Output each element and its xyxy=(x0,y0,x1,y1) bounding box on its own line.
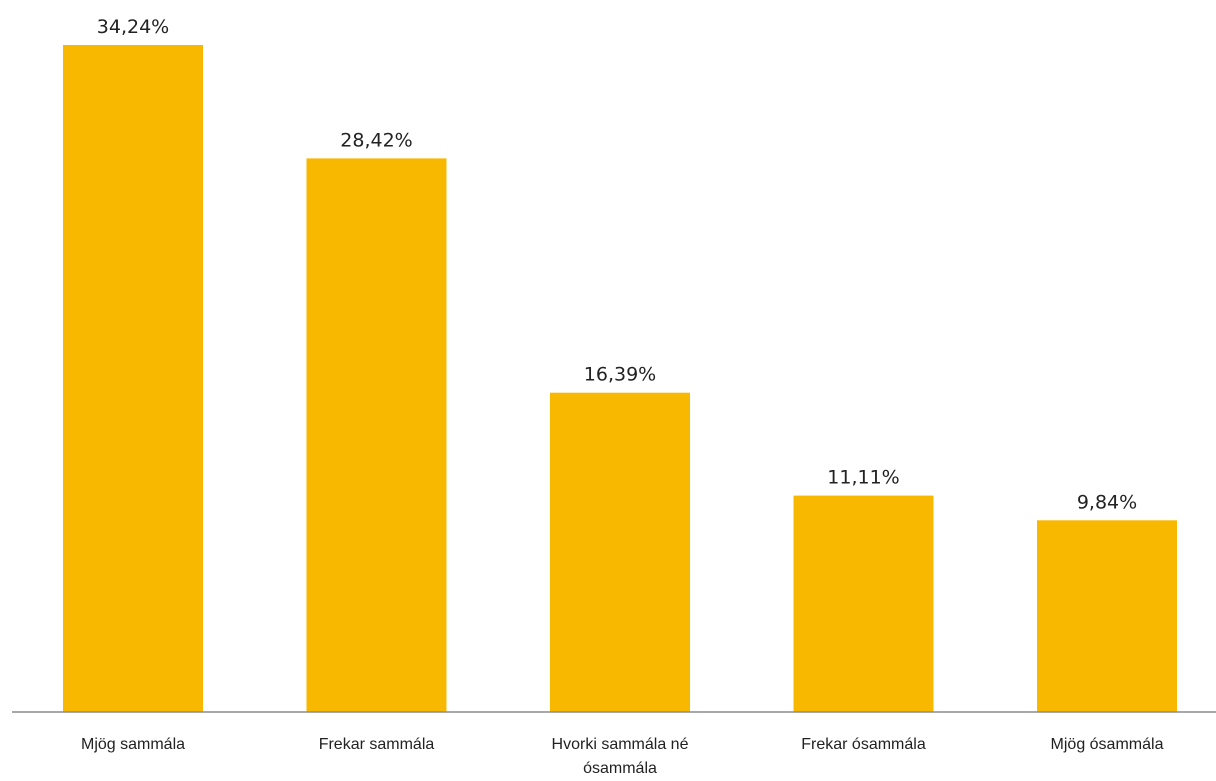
bar-1 xyxy=(63,45,203,712)
category-label-line: Frekar sammála xyxy=(319,736,435,753)
category-label-5: Mjög ósammála xyxy=(1051,736,1164,753)
category-label-line: Frekar ósammála xyxy=(801,736,926,753)
bar-value-label-5: 9,84% xyxy=(1077,491,1137,513)
category-label-3: Hvorki sammála né ósammála xyxy=(552,736,689,777)
category-label-2: Frekar sammála xyxy=(319,736,435,753)
category-label-line: Hvorki sammála né xyxy=(552,736,689,753)
bar-2 xyxy=(306,158,447,712)
category-label-line: Mjög sammála xyxy=(81,736,185,753)
bar-value-label-2: 28,42% xyxy=(340,129,412,151)
bar-3 xyxy=(550,392,690,712)
category-label-4: Frekar ósammála xyxy=(801,736,926,753)
bar-value-label-1: 34,24% xyxy=(97,16,169,38)
bar-5 xyxy=(1037,520,1177,712)
bar-4 xyxy=(793,495,934,712)
bar-value-label-3: 16,39% xyxy=(584,364,656,386)
value-labels-layer: 34,24% 28,42% 16,39% 11,11% 9,84% xyxy=(97,16,1137,513)
category-label-line: ósammála xyxy=(583,760,657,777)
bars-layer xyxy=(63,45,1177,712)
bar-value-label-4: 11,11% xyxy=(827,467,899,489)
category-labels-layer: Mjög sammála Frekar sammála Hvorki sammála… xyxy=(81,736,1164,777)
category-label-1: Mjög sammála xyxy=(81,736,185,753)
category-label-line: Mjög ósammála xyxy=(1051,736,1164,753)
